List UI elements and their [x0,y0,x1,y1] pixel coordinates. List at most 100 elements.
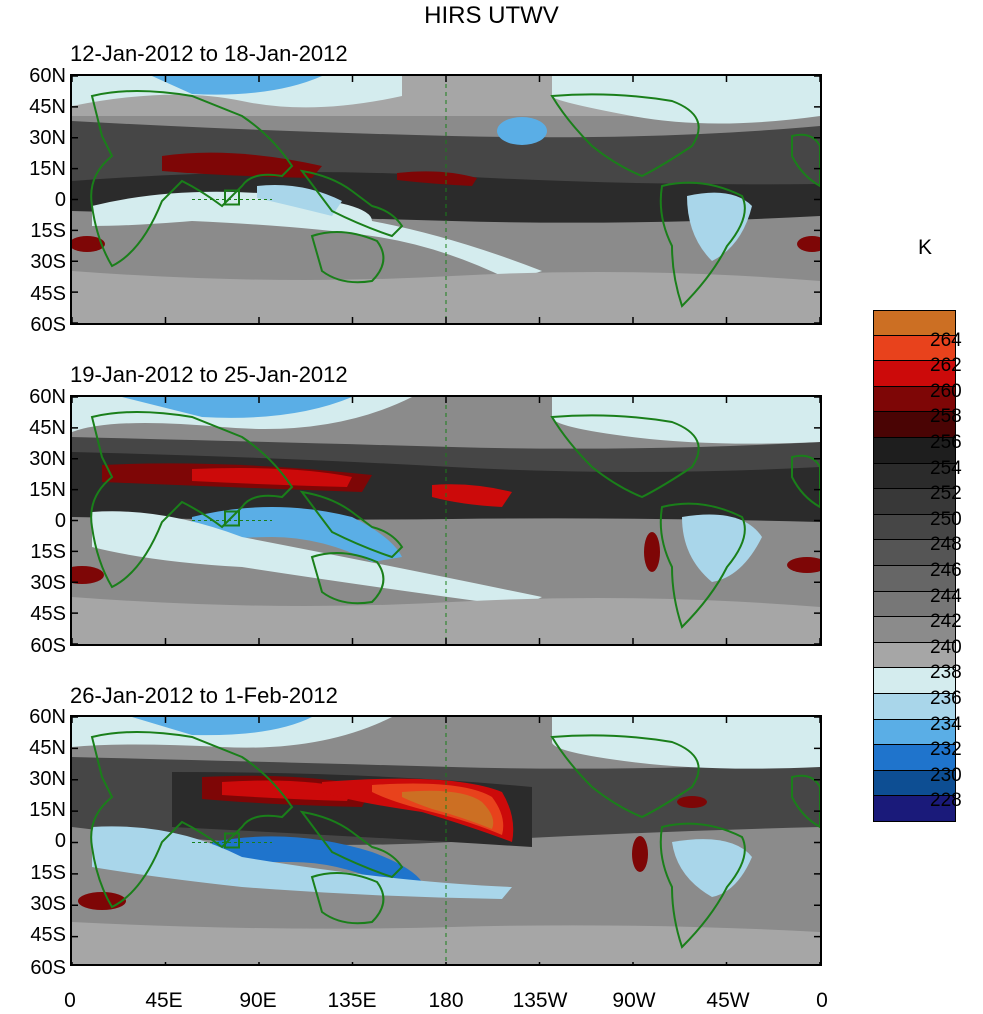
x-tick-label: 180 [428,989,464,1012]
coastline [791,133,820,188]
colorbar-swatch [873,412,956,438]
colorbar-tick-label: 236 [930,688,962,709]
x-tick-label: 135W [512,989,568,1012]
colorbar [873,310,956,822]
colorbar-swatch [873,770,956,797]
y-tick-label: 30S [30,893,66,915]
colorbar-swatch [873,514,956,541]
colorbar-tick-label: 234 [930,713,962,735]
colorbar-swatch [873,489,956,515]
y-tick-label: 30N [29,768,66,790]
colorbar-tick-label: 248 [930,534,962,556]
colorbar-swatch [873,745,956,771]
coastline [90,411,294,589]
y-tick-label: 60N [29,706,66,728]
coastline [299,490,404,559]
coastline [659,181,746,308]
region-box [224,189,240,206]
y-tick-label: 30N [29,127,66,149]
y-tick-label: 15N [29,799,66,821]
coastline [550,414,700,499]
coastline [791,774,820,829]
panel-title-2: 19-Jan-2012 to 25-Jan-2012 [70,362,348,387]
colorbar-swatch [873,335,956,362]
colorbar-swatch [873,386,956,413]
coastline [299,169,404,238]
coastline [659,502,746,629]
colorbar-swatch [873,617,956,643]
colorbar-swatch [873,719,956,746]
colorbar-tick-label: 250 [930,508,962,530]
figure-title: HIRS UTWV [424,2,559,29]
coastline [310,552,385,605]
coastline [299,810,404,879]
colorbar-tick-label: 244 [930,585,962,607]
x-tick-label: 45W [706,989,750,1012]
x-tick-label: 0 [64,989,76,1012]
y-tick-label: 45S [30,924,66,946]
coastline [90,90,294,268]
colorbar-swatch [873,540,956,566]
colorbar-swatch [873,642,956,669]
y-tick-label: 45S [30,603,66,625]
map-panel-2 [70,395,822,646]
map-field-1 [72,76,820,323]
x-tick-label: 90E [239,989,277,1012]
y-tick-label: 30N [29,448,66,470]
map-field-3 [72,717,820,964]
coastline [310,872,385,925]
panel-title-3: 26-Jan-2012 to 1-Feb-2012 [70,683,338,708]
colorbar-tick-label: 264 [930,329,962,351]
y-tick-label: 30S [30,251,66,273]
colorbar-tick-label: 256 [930,432,962,453]
map-panel-1 [70,74,822,325]
colorbar-tick-label: 258 [930,406,962,428]
colorbar-swatch [873,463,956,490]
y-tick-label: 15S [30,541,66,563]
colorbar-tick-label: 252 [930,483,962,505]
colorbar-swatch [873,694,956,720]
colorbar-tick-label: 260 [930,380,962,402]
y-tick-label: 0 [54,189,66,211]
x-tick-label: 135E [327,989,377,1012]
y-tick-label: 45S [30,283,66,305]
coastline [550,734,700,819]
coastline [791,454,820,509]
coastline [90,731,294,909]
y-tick-label: 60N [29,65,66,87]
colorbar-tick-label: 242 [930,611,962,633]
y-tick-label: 60S [30,635,66,657]
map-panel-3 [70,715,822,966]
map-field-2 [72,397,820,644]
x-tick-label: 45E [145,989,183,1012]
y-tick-label: 60S [30,957,66,979]
colorbar-tick-label: 262 [930,355,962,377]
coastline [659,822,746,949]
y-tick-label: 60N [29,386,66,408]
colorbar-tick-label: 238 [930,662,962,684]
colorbar-swatch [873,438,956,464]
colorbar-tick-label: 230 [930,764,962,786]
coastline [550,93,700,178]
y-tick-label: 30S [30,572,66,594]
y-tick-label: 15N [29,479,66,501]
panel-title-1: 12-Jan-2012 to 18-Jan-2012 [70,41,348,66]
y-tick-label: 60S [30,314,66,336]
coastline [310,231,385,284]
y-tick-label: 0 [54,830,66,852]
colorbar-units: K [918,236,933,259]
colorbar-swatch [873,566,956,592]
y-tick-label: 15S [30,862,66,884]
region-box [224,832,240,849]
colorbar-swatch [873,668,956,694]
colorbar-swatch [873,591,956,618]
y-tick-label: 45N [29,417,66,439]
x-tick-label: 0 [816,989,828,1012]
colorbar-tick-label: 232 [930,739,962,761]
y-tick-label: 45N [29,737,66,759]
colorbar-tick-label: 254 [930,457,962,479]
region-box [224,510,240,527]
y-tick-label: 15N [29,158,66,180]
y-tick-label: 45N [29,96,66,118]
colorbar-tick-label: 228 [930,790,962,812]
